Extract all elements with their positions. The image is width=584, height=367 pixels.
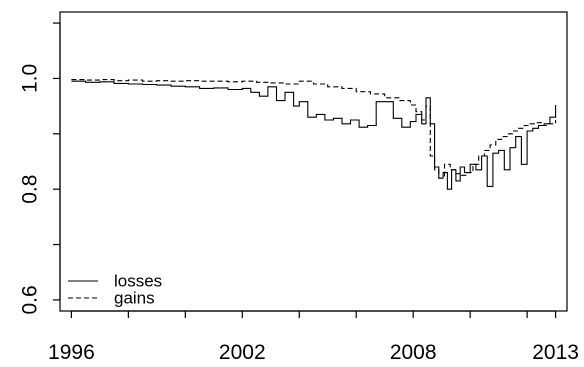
- series-layer: [71, 79, 557, 190]
- y-tick-label: 0.8: [19, 175, 42, 204]
- x-tick-label: 2002: [219, 341, 266, 364]
- x-tick-label: 2008: [390, 341, 437, 364]
- plot-frame: [59, 11, 568, 312]
- legend-label-losses: losses: [114, 272, 162, 291]
- y-tick-label: 1.0: [19, 64, 42, 93]
- x-axis: 1996 2002 2008 2013: [48, 310, 579, 364]
- y-axis: 0.6 0.8 1.0: [19, 22, 61, 315]
- series-line-gains: [71, 79, 557, 179]
- y-tick-label: 0.6: [19, 285, 42, 314]
- legend-label-gains: gains: [114, 289, 155, 308]
- x-tick-label: 2013: [532, 341, 579, 364]
- series-line-losses: [71, 80, 557, 190]
- x-tick-label: 1996: [48, 341, 95, 364]
